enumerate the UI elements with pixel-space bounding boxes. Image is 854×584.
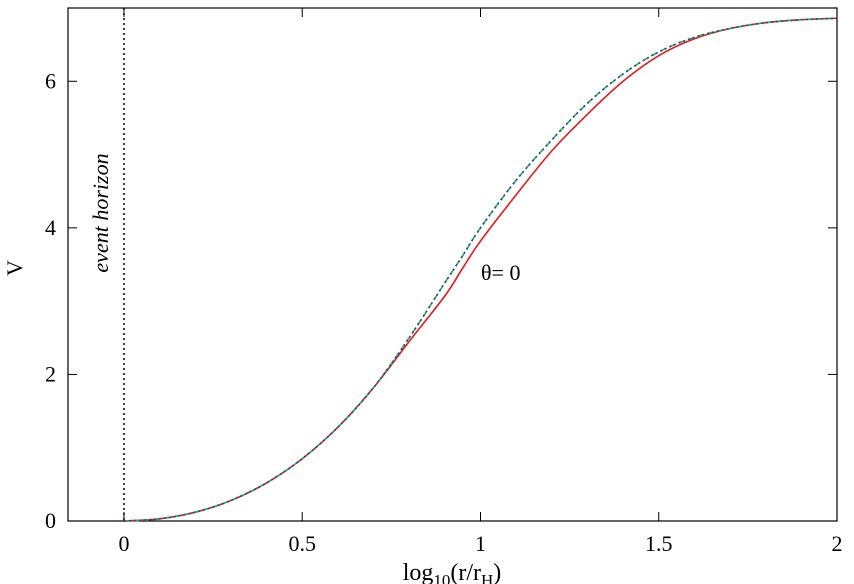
event-horizon-label: event horizon [88,153,113,272]
x-tick-label: 0 [118,531,129,556]
y-tick-label: 0 [45,508,56,533]
data-line [123,17,838,522]
x-tick-label: 2 [832,531,843,556]
x-label-part: H [481,571,493,584]
y-tick-label: 6 [45,68,56,93]
x-label-part: (r/r [450,560,481,584]
x-tick-label: 0.5 [288,531,316,556]
y-axis-label: V [2,260,27,276]
x-tick-label: 1.5 [645,531,673,556]
y-tick-label: 2 [45,361,56,386]
curve-annotation: θ= 0 [481,260,520,285]
x-tick-label: 1 [475,531,486,556]
y-tick-label: 4 [45,215,56,240]
x-label-part: ) [493,560,501,584]
x-axis-label: log10(r/rH) [403,560,502,584]
x-label-part: 10 [433,571,450,584]
x-label-part: log [403,560,434,584]
plot-frame [67,7,838,522]
